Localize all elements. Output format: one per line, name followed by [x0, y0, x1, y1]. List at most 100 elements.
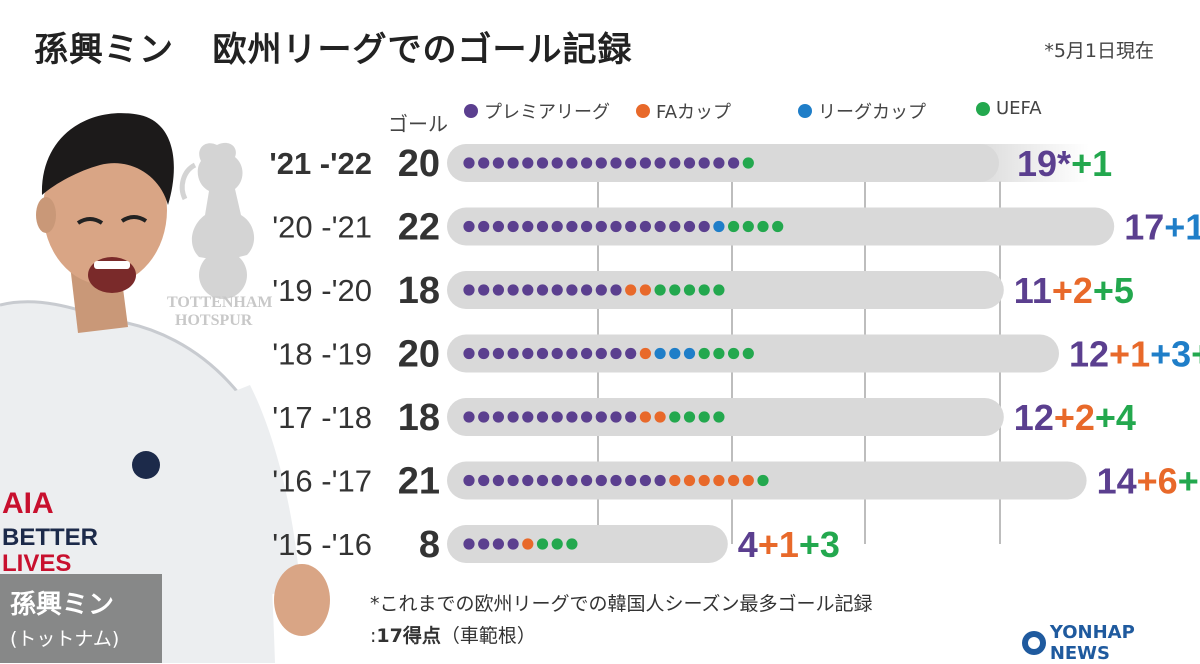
breakdown-part: 17 — [1124, 207, 1164, 248]
goal-dot — [566, 284, 578, 296]
goal-dot — [595, 347, 607, 360]
goal-dot — [581, 411, 593, 423]
goal-dot — [610, 474, 622, 487]
goal-dot — [551, 157, 563, 169]
season-row: '17 -'18 18 12+2+4 — [272, 397, 1136, 439]
goal-dot — [669, 474, 681, 487]
goal-dot — [625, 411, 637, 423]
goal-dot — [610, 284, 622, 296]
goal-dot — [566, 347, 578, 360]
goal-dot — [566, 411, 578, 423]
legend-label-premier: プレミアリーグ — [484, 102, 610, 123]
goal-dot — [522, 411, 534, 423]
goal-dot — [536, 284, 549, 296]
season-row: '15 -'16 8 4+1+3 — [272, 524, 840, 566]
breakdown-label: 4+1+3 — [738, 524, 840, 565]
svg-text:LIVES: LIVES — [2, 550, 71, 577]
legend-label-fa-cup: FAカップ — [656, 102, 732, 123]
goal-dot — [522, 284, 534, 296]
breakdown-part: +1 — [758, 524, 799, 565]
goal-dot — [683, 411, 696, 423]
goal-dot — [669, 347, 681, 360]
goal-dot — [742, 474, 754, 487]
goal-dot — [698, 347, 710, 360]
goal-dot — [654, 411, 666, 423]
goal-dot — [581, 220, 593, 233]
goal-dot — [654, 284, 666, 296]
footnote-prefix: : — [370, 625, 377, 647]
goal-dot — [463, 284, 475, 296]
goal-dot — [492, 474, 504, 487]
breakdown-label: 14+6+1 — [1097, 461, 1200, 502]
goal-bar — [447, 398, 1004, 436]
goal-dot — [683, 157, 696, 169]
caption-box — [0, 574, 162, 663]
goal-dot — [713, 411, 725, 423]
goal-dot — [610, 220, 622, 233]
goal-dot — [581, 347, 593, 360]
goal-dot — [595, 411, 607, 423]
goal-dot — [507, 474, 519, 487]
goal-dot — [551, 284, 563, 296]
season-row: '21 -'22 20 19*+1 — [269, 143, 1112, 185]
goal-dot — [698, 157, 710, 169]
goal-dot — [581, 284, 593, 296]
goal-dot — [728, 347, 740, 360]
breakdown-part: +6 — [1137, 461, 1178, 502]
goal-dot — [551, 474, 563, 487]
goal-dot — [669, 157, 681, 169]
goal-dot — [625, 474, 637, 487]
goal-dot — [698, 284, 710, 296]
goal-dot — [728, 157, 740, 169]
total-goals-label: 22 — [398, 207, 440, 249]
season-row: '20 -'21 22 17+1+4 — [272, 207, 1200, 249]
legend-dot-fa-cup — [636, 104, 650, 118]
goal-dot — [507, 284, 519, 296]
breakdown-part: 4 — [738, 524, 758, 565]
goal-dot — [581, 474, 593, 487]
goal-dot — [551, 538, 563, 550]
legend-label-league-cup: リーグカップ — [818, 102, 926, 123]
goal-bar-fade — [969, 144, 1089, 182]
goal-dot — [669, 284, 681, 296]
goal-dot — [522, 157, 534, 169]
total-goals-label: 20 — [398, 143, 440, 185]
legend-item-league-cup: リーグカップ — [798, 98, 926, 124]
goal-dot — [463, 220, 475, 233]
season-row: '16 -'17 21 14+6+1 — [272, 461, 1200, 503]
goal-dot — [478, 474, 490, 487]
legend-label-uefa: UEFA — [996, 98, 1042, 119]
goal-dot — [566, 474, 578, 487]
goal-dot — [463, 538, 475, 550]
legend-dot-league-cup — [798, 104, 812, 118]
breakdown-part: +5 — [1093, 270, 1134, 311]
breakdown-part: +2 — [1054, 397, 1095, 438]
season-row: '18 -'19 20 12+1+3+4 — [272, 334, 1200, 376]
goal-dot — [463, 411, 475, 423]
goal-dot — [669, 220, 681, 233]
goal-dot — [507, 347, 519, 360]
goal-bar — [447, 271, 1004, 309]
credit-text: YONHAP NEWS — [1049, 622, 1135, 664]
goal-dot — [581, 157, 593, 169]
breakdown-label: 17+1+4 — [1124, 207, 1200, 248]
goal-dot — [566, 538, 578, 550]
total-goals-label: 21 — [398, 461, 440, 503]
credit: YONHAP NEWS — [1022, 622, 1200, 664]
goal-dot — [669, 411, 681, 423]
goal-dot — [551, 411, 563, 423]
logo-text-2: HOTSPUR — [175, 312, 253, 329]
goal-dot — [639, 347, 652, 360]
goal-dot — [713, 347, 725, 360]
goal-dot — [463, 157, 475, 169]
total-goals-label: 8 — [419, 524, 440, 566]
footnote: *これまでの欧州リーグでの韓国人シーズン最多ゴール記録 :17得点（車範根） — [370, 588, 873, 652]
page-title: 孫興ミン 欧州リーグでのゴール記録 — [34, 30, 633, 70]
goal-dot — [566, 220, 578, 233]
goal-dot — [625, 347, 637, 360]
goal-dot — [713, 157, 725, 169]
goal-dot — [478, 284, 490, 296]
goal-dot — [536, 474, 549, 487]
breakdown-part: 19* — [1017, 143, 1071, 184]
goal-dot — [742, 347, 754, 360]
